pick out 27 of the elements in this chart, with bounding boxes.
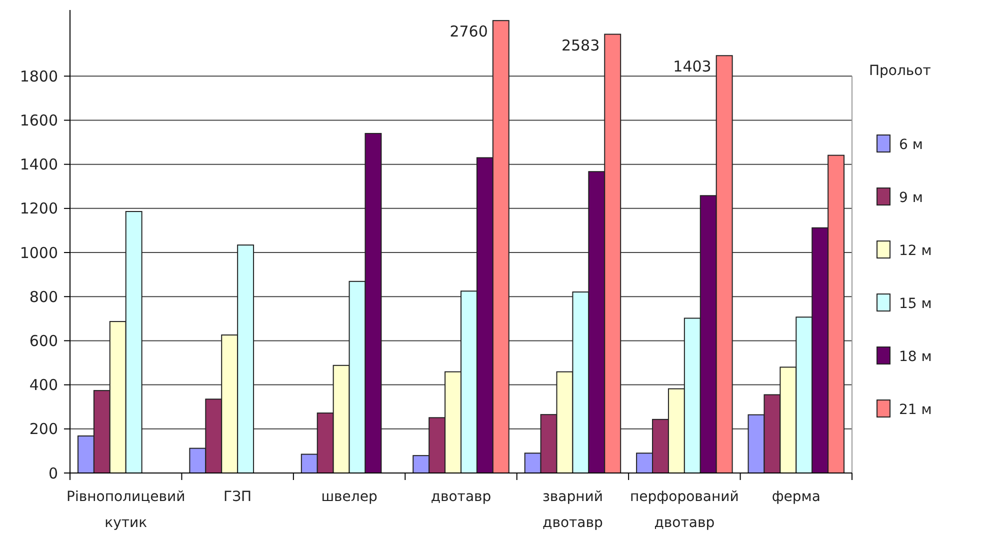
x-tick-label: Рівнополицевий кутик bbox=[66, 489, 186, 531]
y-tick-label: 1200 bbox=[20, 200, 58, 218]
y-tick-label: 200 bbox=[29, 420, 58, 438]
legend-label: 15 м bbox=[899, 296, 932, 312]
x-tick-label: зварний двотавр bbox=[542, 489, 604, 531]
x-tick-label: ГЗП bbox=[224, 489, 252, 505]
y-tick-label: 1000 bbox=[20, 244, 58, 262]
y-tick-label: 1400 bbox=[20, 156, 58, 174]
legend-label: 6 м bbox=[899, 136, 923, 153]
y-tick-label: 400 bbox=[29, 376, 58, 394]
y-tick-label: 1600 bbox=[20, 111, 58, 130]
legend-title: Прольот bbox=[869, 63, 931, 79]
y-tick-label: 1800 bbox=[20, 67, 58, 86]
legend-label: 9 м bbox=[899, 190, 923, 206]
y-tick-label: 800 bbox=[29, 288, 58, 306]
x-tick-label: перфорований двотавр bbox=[630, 489, 739, 531]
annotation: 1403 bbox=[673, 58, 712, 76]
x-tick-label: двотавр bbox=[430, 489, 492, 505]
annotation: 2583 bbox=[561, 36, 600, 54]
legend-label: 21 м bbox=[899, 402, 932, 418]
x-tick-label: швелер bbox=[321, 489, 378, 505]
legend-label: 18 м bbox=[899, 348, 932, 365]
y-tick-label: 0 bbox=[48, 464, 58, 482]
y-tick-label: 600 bbox=[29, 332, 58, 350]
annotation: 2760 bbox=[450, 22, 488, 41]
x-tick-label: ферма bbox=[772, 489, 820, 505]
legend-label: 12 м bbox=[899, 242, 932, 259]
